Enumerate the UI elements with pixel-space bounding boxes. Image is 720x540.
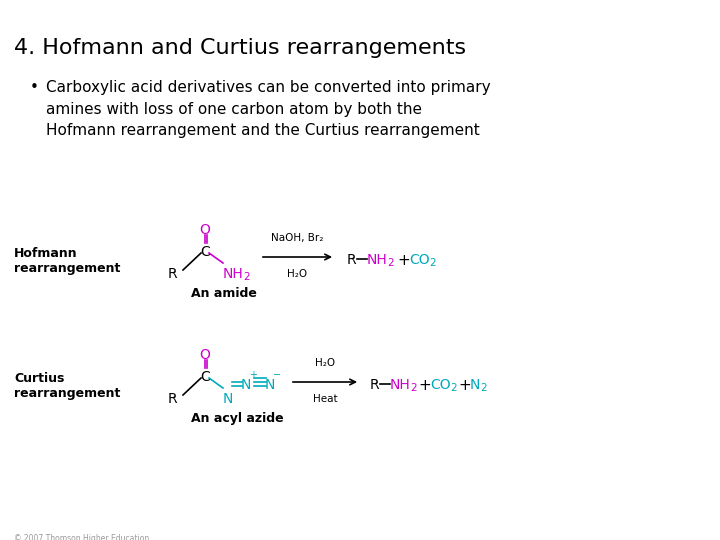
Text: O: O <box>199 348 210 362</box>
Text: 2: 2 <box>450 383 456 393</box>
Text: NH: NH <box>390 378 410 392</box>
Text: NH: NH <box>367 253 388 267</box>
Text: R: R <box>347 253 356 267</box>
Text: H₂O: H₂O <box>287 269 307 279</box>
Text: R: R <box>370 378 379 392</box>
Text: •: • <box>30 80 39 95</box>
Text: −: − <box>273 370 281 380</box>
Text: N: N <box>223 392 233 406</box>
Text: CO: CO <box>409 253 430 267</box>
Text: H₂O: H₂O <box>315 358 335 368</box>
Text: Carboxylic acid derivatives can be converted into primary
amines with loss of on: Carboxylic acid derivatives can be conve… <box>46 80 490 138</box>
Text: O: O <box>199 223 210 237</box>
Text: C: C <box>200 245 210 259</box>
Text: CO: CO <box>430 378 451 392</box>
Text: +: + <box>249 370 257 380</box>
Text: 2: 2 <box>480 383 487 393</box>
Text: N: N <box>265 378 275 392</box>
Text: 2: 2 <box>429 258 436 268</box>
Text: An amide: An amide <box>191 287 257 300</box>
Text: N: N <box>470 378 480 392</box>
Text: 2: 2 <box>410 383 417 393</box>
Text: +: + <box>418 378 431 393</box>
Text: C: C <box>200 370 210 384</box>
Text: NH: NH <box>223 267 244 281</box>
Text: +: + <box>397 253 410 268</box>
Text: Heat: Heat <box>312 394 337 404</box>
Text: R: R <box>167 267 177 281</box>
Text: © 2007 Thomson Higher Education: © 2007 Thomson Higher Education <box>14 534 149 540</box>
Text: An acyl azide: An acyl azide <box>191 412 284 425</box>
Text: +: + <box>458 378 471 393</box>
Text: NaOH, Br₂: NaOH, Br₂ <box>271 233 324 243</box>
Text: 2: 2 <box>387 258 394 268</box>
Text: 4. Hofmann and Curtius rearrangements: 4. Hofmann and Curtius rearrangements <box>14 38 466 58</box>
Text: Hofmann
rearrangement: Hofmann rearrangement <box>14 247 120 275</box>
Text: N: N <box>241 378 251 392</box>
Text: R: R <box>167 392 177 406</box>
Text: Curtius
rearrangement: Curtius rearrangement <box>14 372 120 400</box>
Text: 2: 2 <box>243 272 250 282</box>
